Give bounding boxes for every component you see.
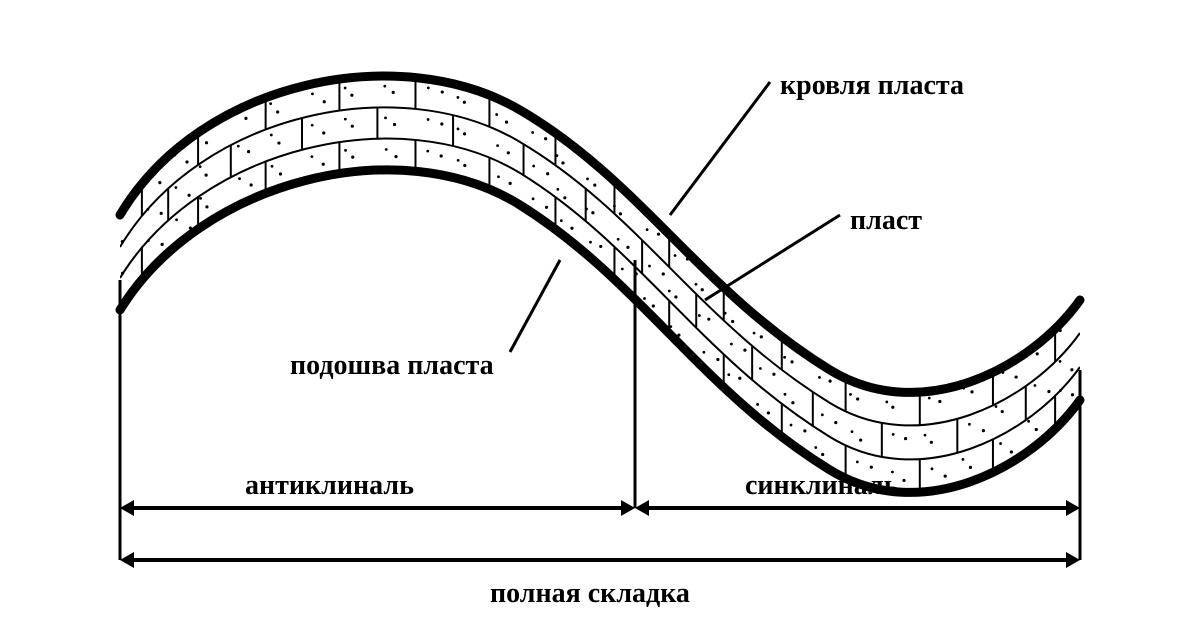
label-anticline: антиклиналь	[245, 470, 414, 502]
label-syncline: синклиналь	[745, 470, 899, 502]
label-roof: кровля пласта	[780, 70, 964, 102]
label-layer: пласт	[850, 205, 922, 237]
label-sole: подошва пласта	[290, 350, 494, 382]
label-full-fold: полная складка	[490, 578, 690, 610]
